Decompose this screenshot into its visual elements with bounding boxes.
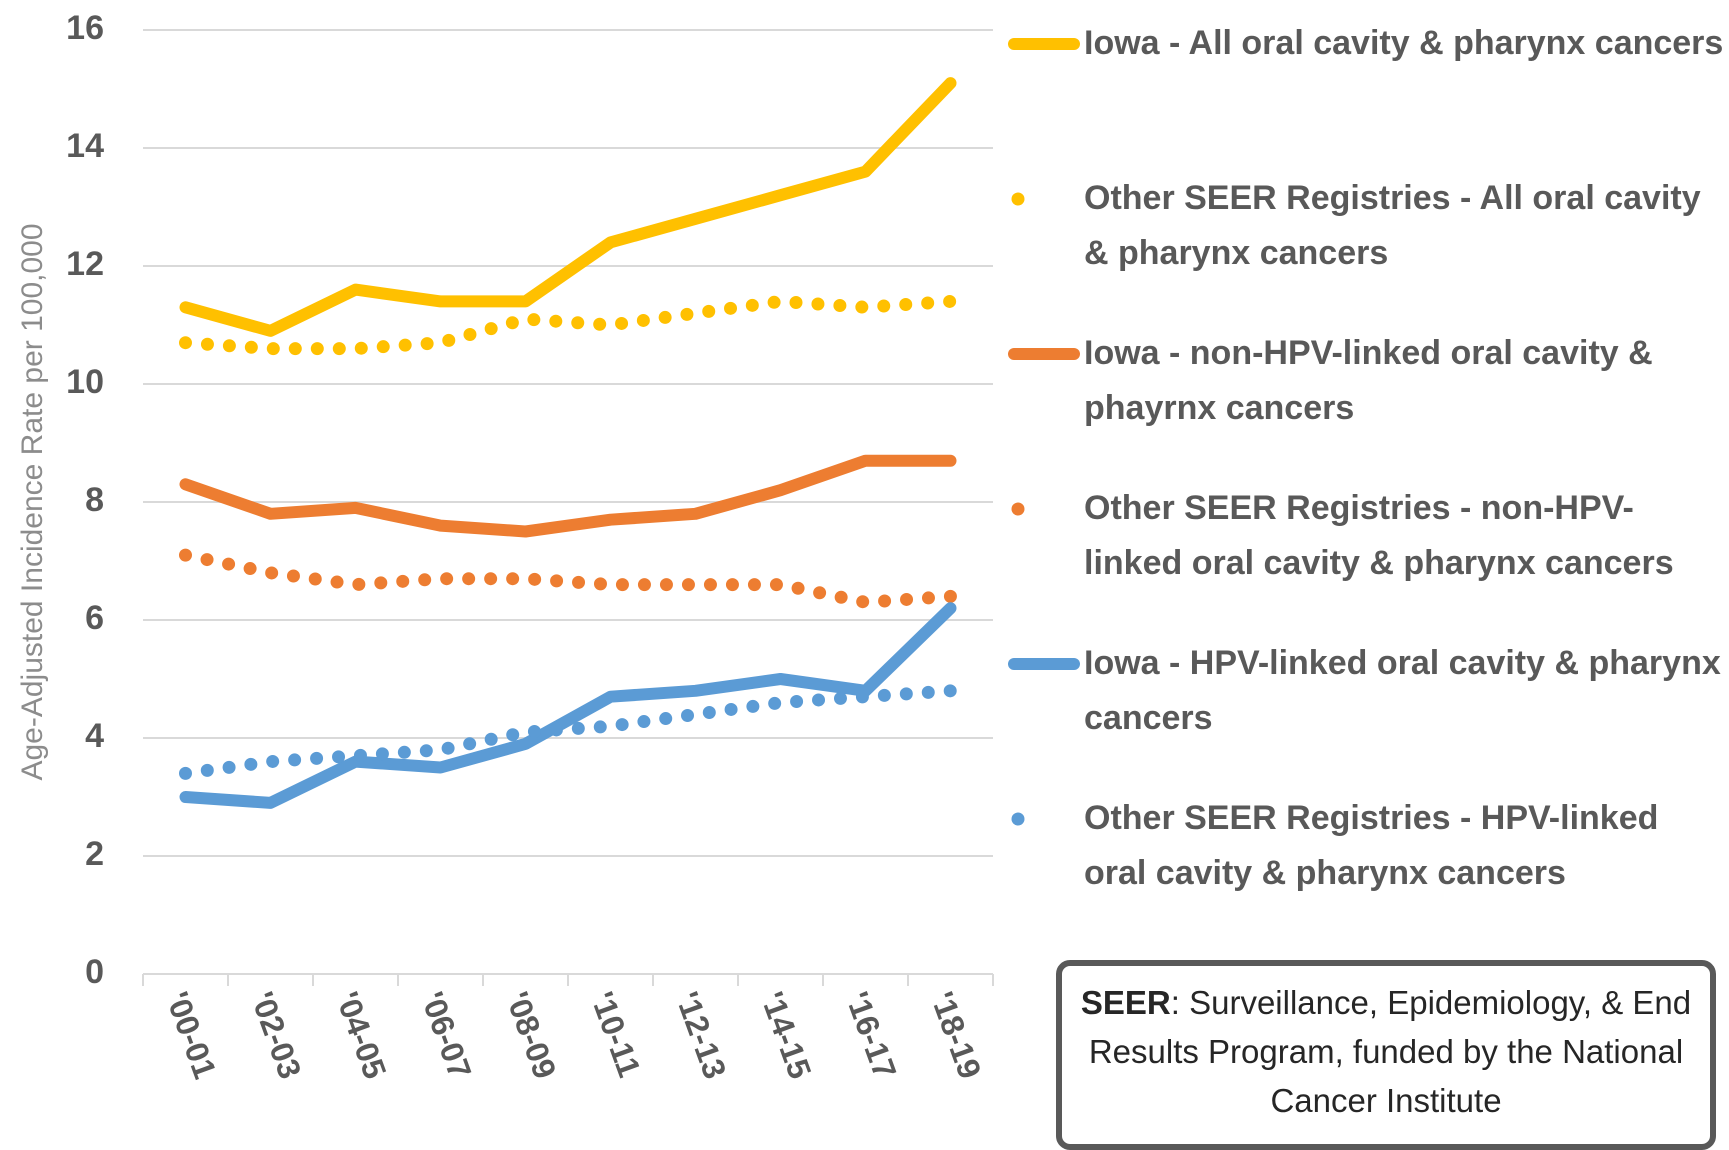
- annotation-box: SEER: Surveillance, Epidemiology, & End …: [1056, 960, 1716, 1150]
- y-tick-label: 12: [66, 245, 104, 283]
- y-tick-label: 8: [85, 481, 104, 519]
- x-tick-label: '12-13: [669, 987, 733, 1083]
- legend: Iowa - All oral cavity & pharynx cancers…: [1008, 16, 1726, 946]
- x-tick-label: '18-19: [924, 987, 988, 1083]
- legend-entry: Iowa - non-HPV-linked oral cavity & phay…: [1008, 326, 1726, 481]
- legend-label: Iowa - All oral cavity & pharynx cancers: [1084, 24, 1724, 62]
- legend-entry: Iowa - All oral cavity & pharynx cancers: [1008, 16, 1726, 171]
- y-tick-label: 2: [85, 835, 104, 873]
- x-tick-label: '04-05: [329, 987, 393, 1083]
- legend-swatch: [1011, 192, 1057, 206]
- y-tick-label: 6: [85, 599, 104, 637]
- legend-entry: Other SEER Registries - All oral cavity …: [1008, 171, 1726, 326]
- x-tick-label: '00-01: [159, 987, 223, 1083]
- x-tick-label: '06-07: [414, 987, 478, 1083]
- legend-swatch: [1008, 658, 1080, 670]
- y-tick-label: 16: [66, 9, 104, 47]
- legend-swatch: [1008, 38, 1080, 50]
- legend-label: Iowa - non-HPV-linked oral cavity & phay…: [1084, 334, 1653, 427]
- series-line: [179, 548, 957, 609]
- series-line: [179, 454, 957, 538]
- y-tick-label: 0: [85, 953, 104, 991]
- legend-label: Other SEER Registries - HPV-linked oral …: [1084, 799, 1659, 892]
- x-tick-label: '16-17: [839, 987, 903, 1083]
- annotation-term: SEER: [1080, 984, 1171, 1021]
- series-line: [179, 77, 957, 337]
- legend-swatch: [1011, 812, 1057, 826]
- legend-label: Other SEER Registries - All oral cavity …: [1084, 179, 1701, 272]
- legend-swatch: [1008, 348, 1080, 360]
- series-line: [179, 684, 957, 780]
- legend-entry: Other SEER Registries - HPV-linked oral …: [1008, 791, 1726, 946]
- legend-label: Iowa - HPV-linked oral cavity & pharynx …: [1084, 644, 1721, 737]
- legend-swatch: [1011, 502, 1057, 516]
- legend-label: Other SEER Registries - non-HPV-linked o…: [1084, 489, 1674, 582]
- legend-entry: Other SEER Registries - non-HPV-linked o…: [1008, 481, 1726, 636]
- y-tick-label: 10: [66, 363, 104, 401]
- legend-entry: Iowa - HPV-linked oral cavity & pharynx …: [1008, 636, 1726, 791]
- y-axis-label: Age-Adjusted Incidence Rate per 100,000: [16, 223, 49, 780]
- annotation-text: : Surveillance, Epidemiology, & End Resu…: [1088, 984, 1692, 1119]
- x-tick-label: '14-15: [754, 987, 818, 1083]
- series-line: [179, 294, 957, 356]
- y-tick-label: 4: [85, 717, 104, 755]
- y-tick-label: 14: [66, 127, 104, 165]
- x-tick-label: '02-03: [244, 987, 308, 1083]
- x-tick-label: '10-11: [584, 987, 648, 1082]
- x-tick-label: '08-09: [499, 987, 563, 1083]
- series-line: [179, 602, 957, 809]
